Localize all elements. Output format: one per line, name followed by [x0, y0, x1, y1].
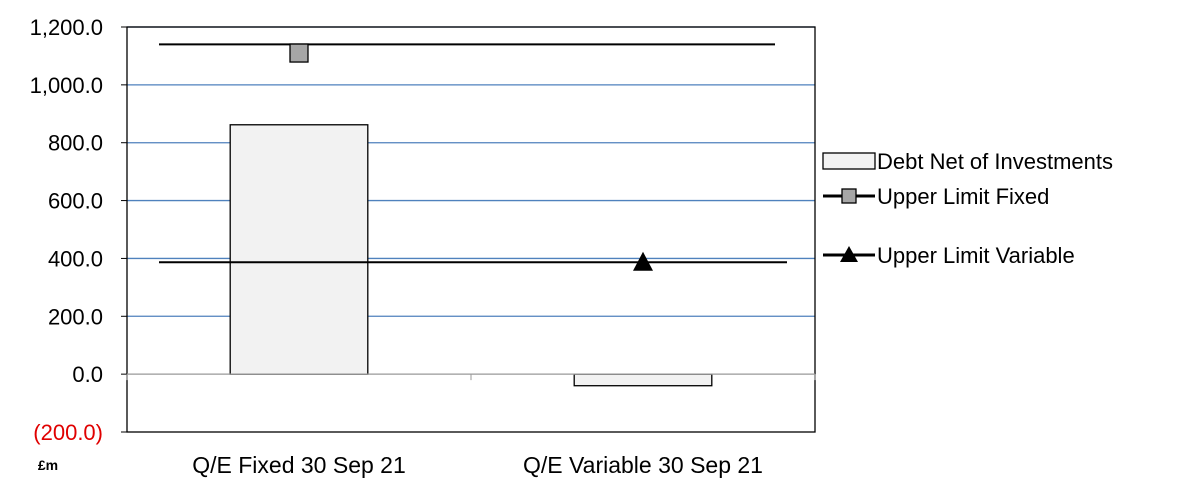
y-tick-label: 400.0 — [48, 246, 103, 271]
x-category-label: Q/E Variable 30 Sep 21 — [523, 452, 763, 478]
legend-label: Debt Net of Investments — [877, 149, 1113, 174]
y-tick-label: 600.0 — [48, 189, 103, 214]
bar — [229, 124, 369, 375]
limit-lines — [159, 43, 787, 271]
y-tick-label: 200.0 — [48, 304, 103, 329]
legend-label: Upper Limit Variable — [877, 243, 1075, 268]
y-tick-label: 1,000.0 — [30, 73, 103, 98]
legend-swatch-bar — [822, 152, 876, 170]
marker-triangle — [633, 251, 653, 271]
x-category-label: Q/E Fixed 30 Sep 21 — [192, 452, 406, 478]
unit-label: £m — [38, 457, 58, 473]
y-tick-label: 800.0 — [48, 131, 103, 156]
marker-square — [289, 43, 309, 63]
legend: Debt Net of Investments Upper Limit Fixed… — [822, 149, 1113, 268]
plot-border — [126, 26, 816, 433]
tick-labels: (200.0) 0.0 200.0 400.0 600.0 800.0 1,000.0 1,2… — [30, 15, 763, 478]
bar — [573, 373, 713, 387]
y-tick-label: 1,200.0 — [30, 15, 103, 40]
legend-marker-triangle — [840, 246, 858, 262]
y-tick-label: 0.0 — [72, 362, 103, 387]
legend-marker-square — [841, 188, 857, 204]
bars — [229, 124, 713, 387]
y-tick-label: (200.0) — [33, 420, 103, 445]
legend-label: Upper Limit Fixed — [877, 184, 1049, 209]
axes — [121, 26, 816, 433]
